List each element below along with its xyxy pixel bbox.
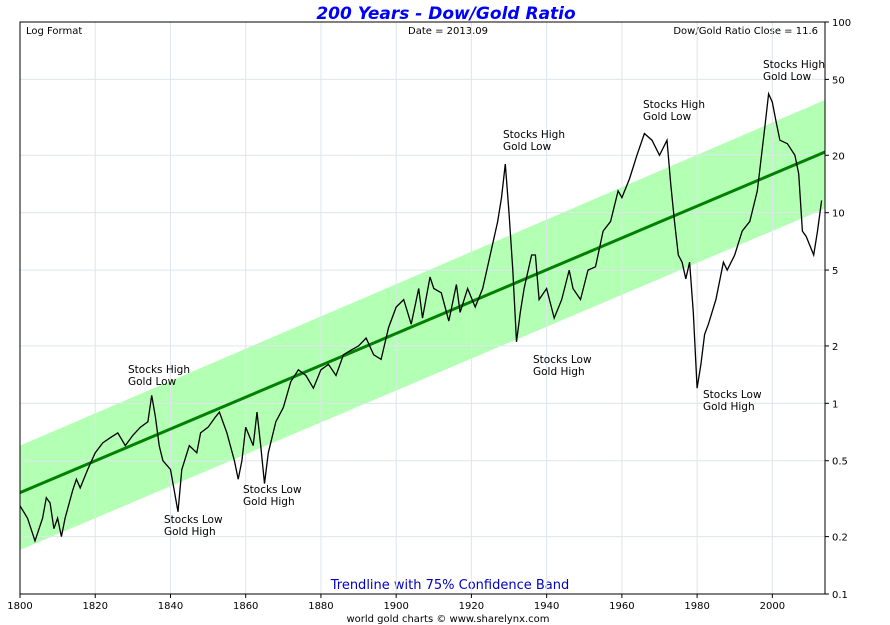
y-tick-label: 100 bbox=[832, 18, 851, 29]
annotation: Gold Low bbox=[643, 111, 692, 123]
chart-title: 200 Years - Dow/Gold Ratio bbox=[316, 4, 576, 24]
y-tick-label: 10 bbox=[832, 209, 845, 220]
y-tick-label: 5 bbox=[832, 266, 838, 277]
footer: world gold charts © www.sharelynx.com bbox=[346, 614, 549, 625]
y-tick-label: 0.1 bbox=[832, 590, 848, 601]
annotation: Gold Low bbox=[503, 141, 552, 153]
x-tick-label: 1980 bbox=[684, 601, 709, 612]
x-tick-label: 1860 bbox=[233, 601, 258, 612]
note: Trendline with 75% Confidence Band bbox=[330, 578, 570, 593]
annotation: Gold Low bbox=[128, 376, 177, 388]
annotation: Stocks Low bbox=[164, 514, 223, 526]
x-tick-label: 1960 bbox=[609, 601, 634, 612]
y-tick-label: 50 bbox=[832, 75, 845, 86]
x-tick-label: 1820 bbox=[83, 601, 108, 612]
header-right: Dow/Gold Ratio Close = 11.6 bbox=[673, 26, 818, 37]
annotation: Gold High bbox=[164, 526, 216, 538]
annotation: Stocks Low bbox=[533, 354, 592, 366]
x-tick-label: 1940 bbox=[534, 601, 559, 612]
annotation: Stocks High bbox=[503, 129, 565, 141]
x-tick-label: 1880 bbox=[308, 601, 333, 612]
annotation: Gold High bbox=[243, 496, 295, 508]
annotation: Stocks High bbox=[763, 59, 825, 71]
annotation: Gold High bbox=[533, 366, 585, 378]
annotation: Stocks Low bbox=[703, 389, 762, 401]
plot-frame bbox=[19, 21, 826, 595]
y-tick-label: 2 bbox=[832, 342, 838, 353]
y-tick-label: 0.2 bbox=[832, 533, 848, 544]
x-tick-label: 1920 bbox=[459, 601, 484, 612]
y-tick-label: 0.5 bbox=[832, 457, 848, 468]
x-tick-label: 1900 bbox=[383, 601, 408, 612]
y-tick-label: 1 bbox=[832, 399, 838, 410]
header-left: Log Format bbox=[26, 26, 82, 37]
ratio-line bbox=[19, 91, 823, 543]
header-center: Date = 2013.09 bbox=[408, 26, 488, 37]
x-tick-label: 1840 bbox=[158, 601, 183, 612]
confidence-band bbox=[20, 99, 825, 551]
x-tick-label: 2000 bbox=[760, 601, 785, 612]
y-tick-label: 20 bbox=[832, 151, 845, 162]
trendline bbox=[19, 150, 826, 495]
annotation: Stocks High bbox=[128, 364, 190, 376]
annotation: Stocks High bbox=[643, 99, 705, 111]
annotation: Gold Low bbox=[763, 71, 812, 83]
annotation: Stocks Low bbox=[243, 484, 302, 496]
annotation: Gold High bbox=[703, 401, 755, 413]
x-tick-label: 1800 bbox=[7, 601, 32, 612]
